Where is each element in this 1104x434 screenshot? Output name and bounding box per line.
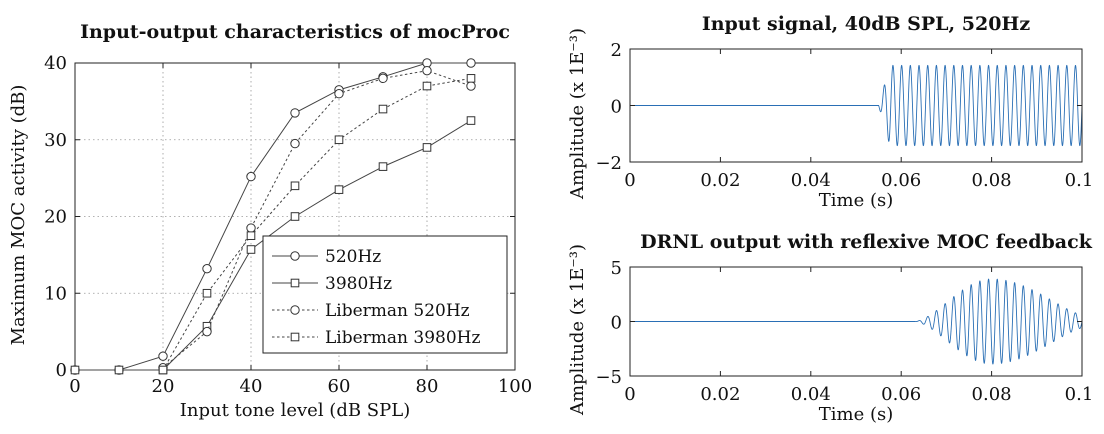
- data-point-square: [378, 104, 388, 114]
- x-tick-label: 100: [498, 376, 532, 397]
- y-tick-label: 10: [44, 283, 67, 304]
- x-tick-label: 60: [328, 376, 351, 397]
- data-point-square: [466, 116, 476, 125]
- y-tick-label: 5: [611, 258, 622, 279]
- data-point-circle: [290, 251, 300, 261]
- x-tick-label: 0.06: [881, 170, 921, 191]
- chart-title: DRNL output with reflexive MOC feedback: [640, 231, 1093, 253]
- y-tick-label: 0: [56, 360, 67, 381]
- y-axis-label: Amplitude (x 1E⁻³): [567, 244, 588, 416]
- legend-label: Liberman 3980Hz: [325, 328, 480, 348]
- data-point-square: [246, 231, 256, 240]
- data-point-square: [466, 74, 476, 83]
- y-tick-label: 2: [611, 40, 622, 61]
- series-line: [75, 120, 472, 371]
- data-point-circle: [202, 326, 212, 337]
- x-tick-label: 0: [624, 384, 635, 405]
- data-point-circle: [422, 65, 432, 76]
- series-line: [75, 62, 471, 371]
- x-tick-label: 0.1: [1065, 170, 1094, 191]
- series-liberman-520hz: [158, 65, 476, 373]
- y-tick-label: −2: [595, 153, 622, 174]
- x-tick-label: 0.1: [1065, 384, 1094, 405]
- data-point-square: [290, 212, 300, 221]
- data-point-square: [422, 143, 432, 152]
- data-point-circle: [466, 58, 476, 68]
- chart-title: Input signal, 40dB SPL, 520Hz: [702, 13, 1031, 35]
- data-point-square: [202, 288, 212, 298]
- data-point-square: [290, 181, 300, 191]
- x-tick-label: 0.04: [791, 384, 831, 405]
- x-tick-label: 20: [152, 376, 175, 397]
- x-tick-label: 40: [240, 376, 263, 397]
- data-point-square: [246, 245, 256, 254]
- data-point-square: [422, 81, 432, 91]
- data-point-circle: [246, 223, 256, 233]
- drnl-output-chart: DRNL output with reflexive MOC feedback 0…: [567, 231, 1093, 425]
- io-characteristics-chart: Input-output characteristics of mocProc 0…: [8, 21, 532, 421]
- data-point-square: [114, 365, 124, 375]
- legend: 520Hz 3980Hz Liberman 520Hz Liberman 3980Hz: [262, 235, 508, 354]
- x-tick-label: 0: [69, 376, 80, 397]
- data-point-square: [378, 162, 388, 171]
- data-point-square: [334, 135, 344, 145]
- data-point-circle: [466, 81, 476, 91]
- data-point-square: [290, 278, 300, 288]
- series-liberman-3980hz: [158, 74, 476, 375]
- x-tick-label: 0.02: [700, 384, 740, 405]
- x-tick-label: 0: [624, 170, 635, 191]
- x-tick-label: 0.08: [972, 384, 1012, 405]
- data-point-square: [70, 365, 80, 375]
- x-axis-label: Time (s): [819, 404, 894, 425]
- chart-title: Input-output characteristics of mocProc: [80, 21, 510, 43]
- data-point-circle: [290, 138, 300, 149]
- y-tick-label: 0: [611, 313, 622, 334]
- data-point-circle: [246, 171, 256, 182]
- x-axis-label: Time (s): [819, 190, 894, 211]
- x-tick-label: 0.08: [972, 170, 1012, 191]
- y-axis-label: Amplitude (x 1E⁻³): [567, 28, 588, 200]
- x-tick-label: 0.06: [881, 384, 921, 405]
- y-tick-label: 20: [44, 207, 67, 228]
- y-tick-label: 40: [44, 53, 67, 74]
- data-point-circle: [202, 263, 212, 274]
- data-point-square: [158, 365, 168, 375]
- y-tick-label: 30: [44, 130, 67, 151]
- data-point-circle: [378, 73, 388, 84]
- legend-label: 3980Hz: [325, 274, 392, 294]
- data-point-circle: [290, 108, 300, 118]
- data-point-circle: [158, 351, 168, 361]
- x-tick-label: 0.04: [791, 170, 831, 191]
- legend-label: Liberman 520Hz: [325, 301, 470, 321]
- data-point-circle: [290, 305, 300, 315]
- data-point-square: [334, 185, 344, 194]
- series-line: [162, 70, 472, 369]
- signal-waveform: [630, 64, 1083, 147]
- x-tick-label: 0.02: [700, 170, 740, 191]
- data-point-circle: [422, 58, 432, 68]
- data-point-square: [290, 332, 300, 342]
- signal-waveform: [630, 278, 1083, 365]
- y-axis-label: Maximum MOC activity (dB): [8, 85, 29, 346]
- y-tick-label: −5: [595, 367, 622, 388]
- x-axis-label: Input tone level (dB SPL): [180, 400, 410, 421]
- data-point-circle: [334, 89, 344, 99]
- legend-label: 520Hz: [325, 247, 381, 267]
- series-line: [162, 77, 472, 371]
- y-tick-label: 0: [611, 97, 622, 118]
- input-signal-chart: Input signal, 40dB SPL, 520Hz 0 0.02 0.04 0.…: [567, 13, 1093, 211]
- x-tick-label: 80: [416, 376, 439, 397]
